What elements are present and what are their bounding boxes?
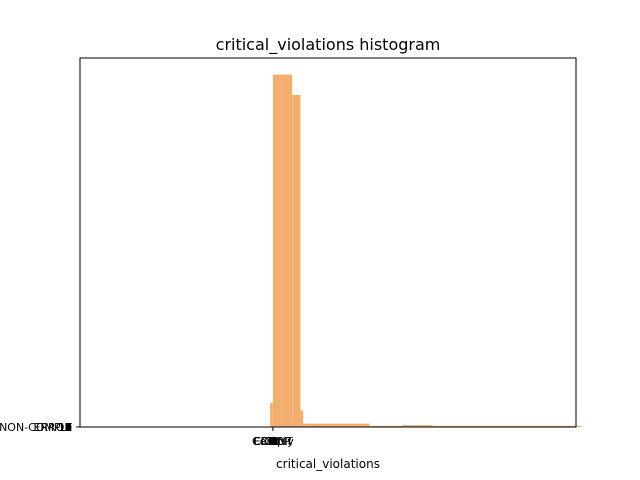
x-tick-label: 10 [266,435,280,448]
x-tick-label: COUNT [253,435,293,448]
x-tick-label: 7 [269,435,276,448]
x-tick-label: 8 [269,435,276,448]
histogram-bar-11 [493,425,524,427]
y-tick-label: 9 [65,421,72,434]
histogram-bar-8 [402,425,433,427]
x-tick-label: 5 [269,435,276,448]
y-tick-label: NON-COMPLY [0,421,72,434]
histogram-bar-1 [272,74,282,428]
x-axis-label: critical_violations [276,457,380,471]
histogram-bar-3 [292,94,301,428]
x-tick-label: Comply [252,435,294,448]
histogram-bar-9 [432,425,464,427]
y-tick-label: 6 [65,421,72,434]
x-tick-label: 2 [269,435,276,448]
histogram-bar-10 [463,425,494,427]
x-tick-label: ERROR [254,435,293,448]
x-tick-label: 0 [269,435,276,448]
histogram-bar-6 [314,423,370,427]
y-tick-label: 11 [58,421,72,434]
x-tick-label: 9 [269,435,276,448]
plot-frame [79,57,577,428]
y-tick-label: 0 [65,421,72,434]
histogram-bar-12 [523,425,554,427]
x-tick-label: 11 [266,435,280,448]
histogram-bars [270,74,582,428]
x-tick-label: 6 [269,435,276,448]
x-tick-label: 4 [269,435,276,448]
y-tick-label: 8 [65,421,72,434]
chart-title: critical_violations histogram [216,35,441,55]
y-tick-label: 10 [58,421,72,434]
y-tick-label: 1 [65,421,72,434]
histogram-bar-13 [553,425,582,427]
histogram-bar-2 [281,74,293,428]
y-tick-label: 4 [65,421,72,434]
y-tick-label: ERROR [33,421,72,434]
x-tick-label: 3 [269,435,276,448]
y-tick-label: 7 [65,421,72,434]
histogram-bar-5 [303,423,315,427]
y-tick-label: 3 [65,421,72,434]
histogram-bar-4 [300,410,304,427]
y-tick-label: 12 [58,421,72,434]
x-tick-label: 1 [269,435,276,448]
y-tick-label: 5 [65,421,72,434]
y-tick-label: 2 [65,421,72,434]
histogram-bar-0 [270,403,273,427]
histogram-bar-7 [369,425,403,427]
